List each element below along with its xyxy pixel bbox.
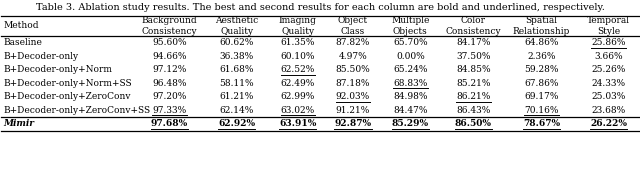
Text: 97.12%: 97.12% xyxy=(152,65,187,74)
Text: 62.14%: 62.14% xyxy=(220,106,254,115)
Text: Mimir: Mimir xyxy=(3,119,34,128)
Text: 36.38%: 36.38% xyxy=(220,52,254,61)
Text: 97.33%: 97.33% xyxy=(152,106,187,115)
Text: 37.50%: 37.50% xyxy=(456,52,491,61)
Text: 61.35%: 61.35% xyxy=(280,38,315,47)
Text: 97.68%: 97.68% xyxy=(151,119,188,128)
Text: 63.91%: 63.91% xyxy=(279,119,316,128)
Text: 26.22%: 26.22% xyxy=(590,119,627,128)
Text: 85.21%: 85.21% xyxy=(456,79,491,88)
Text: 85.50%: 85.50% xyxy=(335,65,371,74)
Text: 25.26%: 25.26% xyxy=(591,65,626,74)
Text: 23.68%: 23.68% xyxy=(591,106,626,115)
Text: 25.86%: 25.86% xyxy=(591,38,626,47)
Text: 65.24%: 65.24% xyxy=(393,65,428,74)
Text: 87.82%: 87.82% xyxy=(336,38,370,47)
Text: 85.29%: 85.29% xyxy=(392,119,429,128)
Text: B+Decoder-only+ZeroConv+SS: B+Decoder-only+ZeroConv+SS xyxy=(3,106,150,115)
Text: Baseline: Baseline xyxy=(3,38,42,47)
Text: Aesthetic
Quality: Aesthetic Quality xyxy=(215,16,259,36)
Text: 84.47%: 84.47% xyxy=(393,106,428,115)
Text: 24.33%: 24.33% xyxy=(591,79,625,88)
Text: 60.10%: 60.10% xyxy=(280,52,315,61)
Text: 64.86%: 64.86% xyxy=(524,38,559,47)
Text: 97.20%: 97.20% xyxy=(152,92,187,101)
Text: 61.21%: 61.21% xyxy=(220,92,254,101)
Text: 25.03%: 25.03% xyxy=(591,92,626,101)
Text: 2.36%: 2.36% xyxy=(527,52,556,61)
Text: 60.62%: 60.62% xyxy=(220,38,254,47)
Text: 87.18%: 87.18% xyxy=(336,79,370,88)
Text: 95.60%: 95.60% xyxy=(152,38,187,47)
Text: B+Decoder-only+Norm: B+Decoder-only+Norm xyxy=(3,65,112,74)
Text: 62.49%: 62.49% xyxy=(280,79,315,88)
Text: 84.85%: 84.85% xyxy=(456,65,491,74)
Text: 69.17%: 69.17% xyxy=(524,92,559,101)
Text: Multiple
Objects: Multiple Objects xyxy=(391,16,429,36)
Text: 92.87%: 92.87% xyxy=(335,119,372,128)
Text: 70.16%: 70.16% xyxy=(524,106,559,115)
Text: Spatial
Relationship: Spatial Relationship xyxy=(513,16,570,36)
Text: 86.43%: 86.43% xyxy=(456,106,491,115)
Text: Imaging
Quality: Imaging Quality xyxy=(279,16,317,36)
Text: Table 3. Ablation study results. The best and second results for each column are: Table 3. Ablation study results. The bes… xyxy=(36,2,604,12)
Text: 4.97%: 4.97% xyxy=(339,52,367,61)
Text: B+Decoder-only+Norm+SS: B+Decoder-only+Norm+SS xyxy=(3,79,132,88)
Text: B+Decoder-only: B+Decoder-only xyxy=(3,52,78,61)
Text: Temporal
Style: Temporal Style xyxy=(587,16,630,36)
Text: 84.17%: 84.17% xyxy=(456,38,491,47)
Text: 63.02%: 63.02% xyxy=(281,106,315,115)
Text: B+Decoder-only+ZeroConv: B+Decoder-only+ZeroConv xyxy=(3,92,131,101)
Text: Color
Consistency: Color Consistency xyxy=(445,16,501,36)
Text: Object
Class: Object Class xyxy=(338,16,368,36)
Text: 62.52%: 62.52% xyxy=(280,65,315,74)
Text: 62.99%: 62.99% xyxy=(280,92,315,101)
Text: 65.70%: 65.70% xyxy=(393,38,428,47)
Text: 0.00%: 0.00% xyxy=(396,52,425,61)
Text: 86.21%: 86.21% xyxy=(456,92,491,101)
Text: 94.66%: 94.66% xyxy=(152,52,187,61)
Text: 91.21%: 91.21% xyxy=(336,106,370,115)
Text: 96.48%: 96.48% xyxy=(152,79,187,88)
Text: 68.83%: 68.83% xyxy=(393,79,428,88)
Text: Method: Method xyxy=(3,21,38,30)
Text: 58.11%: 58.11% xyxy=(220,79,254,88)
Text: 86.50%: 86.50% xyxy=(455,119,492,128)
Text: 3.66%: 3.66% xyxy=(594,52,623,61)
Text: 61.68%: 61.68% xyxy=(220,65,254,74)
Text: 59.28%: 59.28% xyxy=(524,65,559,74)
Text: 78.67%: 78.67% xyxy=(523,119,560,128)
Text: 67.86%: 67.86% xyxy=(524,79,559,88)
Text: 92.03%: 92.03% xyxy=(336,92,370,101)
Text: Background
Consistency: Background Consistency xyxy=(141,16,197,36)
Text: 84.98%: 84.98% xyxy=(393,92,428,101)
Text: 62.92%: 62.92% xyxy=(218,119,255,128)
